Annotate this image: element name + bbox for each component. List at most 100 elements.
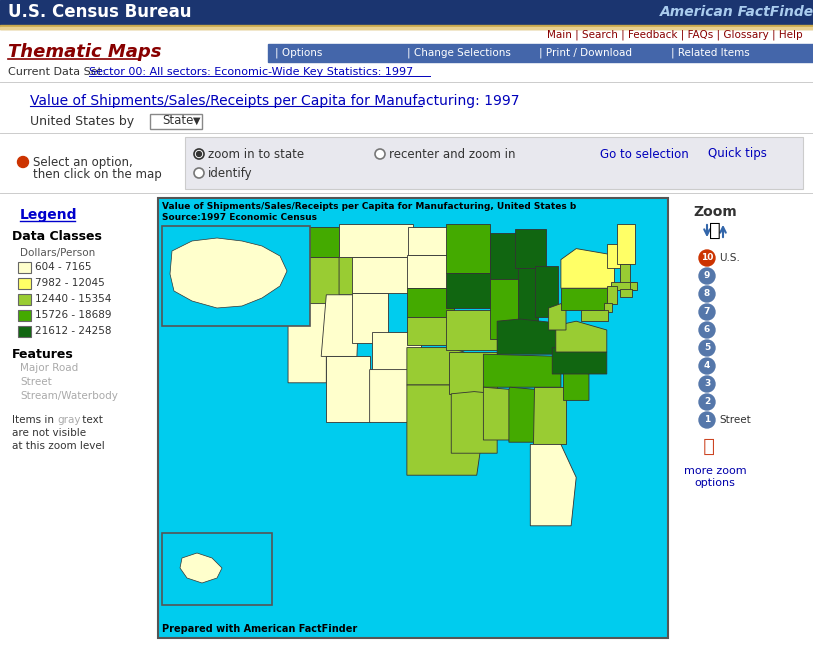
Polygon shape xyxy=(509,387,536,442)
Polygon shape xyxy=(552,347,606,374)
Text: Go to selection: Go to selection xyxy=(600,148,689,160)
Bar xyxy=(150,114,202,129)
Circle shape xyxy=(375,149,385,159)
Polygon shape xyxy=(352,258,408,292)
Circle shape xyxy=(194,149,204,159)
Polygon shape xyxy=(180,553,222,583)
Polygon shape xyxy=(406,317,455,345)
Polygon shape xyxy=(563,368,589,400)
Polygon shape xyxy=(321,295,359,356)
Circle shape xyxy=(699,412,715,428)
Bar xyxy=(0,27,813,29)
Text: at this zoom level: at this zoom level xyxy=(12,441,105,451)
Text: Items in: Items in xyxy=(12,415,57,425)
Text: 5: 5 xyxy=(704,343,710,353)
Text: Stream/Waterbody: Stream/Waterbody xyxy=(20,391,118,401)
Polygon shape xyxy=(536,266,559,317)
Polygon shape xyxy=(581,310,608,321)
Polygon shape xyxy=(446,273,494,308)
Text: 12440 - 15354: 12440 - 15354 xyxy=(35,294,111,304)
Polygon shape xyxy=(620,264,630,286)
Circle shape xyxy=(699,304,715,320)
Text: Prepared with American FactFinder: Prepared with American FactFinder xyxy=(162,624,357,634)
Polygon shape xyxy=(446,224,489,273)
Text: more zoom: more zoom xyxy=(684,466,746,476)
Text: 🐟: 🐟 xyxy=(709,220,721,239)
Polygon shape xyxy=(406,385,485,475)
Text: zoom in to state: zoom in to state xyxy=(208,148,304,160)
Bar xyxy=(158,198,668,638)
Text: then click on the map: then click on the map xyxy=(33,168,162,181)
Circle shape xyxy=(699,286,715,302)
Text: | Change Selections: | Change Selections xyxy=(407,48,511,58)
Text: American FactFinder: American FactFinder xyxy=(660,5,813,19)
Text: U.S.: U.S. xyxy=(719,253,740,263)
Circle shape xyxy=(197,152,202,156)
Text: Legend: Legend xyxy=(20,208,77,222)
Text: 9: 9 xyxy=(704,271,711,281)
Text: Select an option,: Select an option, xyxy=(33,156,133,169)
Bar xyxy=(162,226,310,326)
Text: 10: 10 xyxy=(701,254,713,262)
Circle shape xyxy=(699,340,715,356)
Text: Value of Shipments/Sales/Receipts per Capita for Manufacturing, United States b: Value of Shipments/Sales/Receipts per Ca… xyxy=(162,202,576,211)
Circle shape xyxy=(699,322,715,338)
Polygon shape xyxy=(406,347,464,385)
Polygon shape xyxy=(630,282,637,290)
Text: | Print / Download: | Print / Download xyxy=(539,48,632,58)
Polygon shape xyxy=(370,370,420,422)
Polygon shape xyxy=(339,258,372,295)
Polygon shape xyxy=(408,226,454,255)
Bar xyxy=(18,310,31,321)
Polygon shape xyxy=(617,224,635,264)
Text: Data Classes: Data Classes xyxy=(12,230,102,243)
Bar xyxy=(162,533,272,605)
Polygon shape xyxy=(484,387,510,440)
Text: United States by: United States by xyxy=(30,114,134,128)
Text: text: text xyxy=(79,415,103,425)
Text: 2: 2 xyxy=(704,398,710,407)
Text: 7982 - 12045: 7982 - 12045 xyxy=(35,278,105,288)
Polygon shape xyxy=(604,303,612,313)
Polygon shape xyxy=(533,387,566,445)
Circle shape xyxy=(699,268,715,284)
Polygon shape xyxy=(498,319,561,354)
Text: Current Data Set:: Current Data Set: xyxy=(8,67,109,77)
Polygon shape xyxy=(515,229,546,268)
Bar xyxy=(18,294,31,305)
Bar xyxy=(0,25,813,29)
Text: Quick tips: Quick tips xyxy=(708,148,767,160)
Text: 15726 - 18689: 15726 - 18689 xyxy=(35,310,111,320)
Text: Source:1997 Economic Census: Source:1997 Economic Census xyxy=(162,213,317,222)
Text: State: State xyxy=(162,114,193,128)
Bar xyxy=(0,0,813,25)
Text: 8: 8 xyxy=(704,290,710,298)
Polygon shape xyxy=(352,292,388,343)
Text: Value of Shipments/Sales/Receipts per Capita for Manufacturing: 1997: Value of Shipments/Sales/Receipts per Ca… xyxy=(30,94,520,108)
Polygon shape xyxy=(446,310,498,350)
Polygon shape xyxy=(372,332,420,370)
Circle shape xyxy=(699,376,715,392)
Text: 3: 3 xyxy=(704,379,710,388)
Text: Main | Search | Feedback | FAQs | Glossary | Help: Main | Search | Feedback | FAQs | Glossa… xyxy=(547,29,803,41)
Text: are not visible: are not visible xyxy=(12,428,86,438)
Polygon shape xyxy=(611,282,635,290)
Text: U.S. Census Bureau: U.S. Census Bureau xyxy=(8,3,192,21)
Circle shape xyxy=(699,358,715,374)
Polygon shape xyxy=(561,249,615,288)
Text: Street: Street xyxy=(20,377,52,387)
Text: 1: 1 xyxy=(704,415,710,424)
Polygon shape xyxy=(298,258,339,303)
Text: Major Road: Major Road xyxy=(20,363,78,373)
Polygon shape xyxy=(326,356,370,422)
Text: ▼: ▼ xyxy=(193,116,201,126)
Polygon shape xyxy=(451,392,498,453)
Polygon shape xyxy=(406,288,454,317)
Polygon shape xyxy=(489,233,525,279)
Text: Street: Street xyxy=(719,415,750,425)
Text: Thematic Maps: Thematic Maps xyxy=(8,43,162,61)
Text: gray: gray xyxy=(57,415,80,425)
Polygon shape xyxy=(556,321,606,352)
Text: options: options xyxy=(694,478,736,488)
Polygon shape xyxy=(303,226,339,258)
